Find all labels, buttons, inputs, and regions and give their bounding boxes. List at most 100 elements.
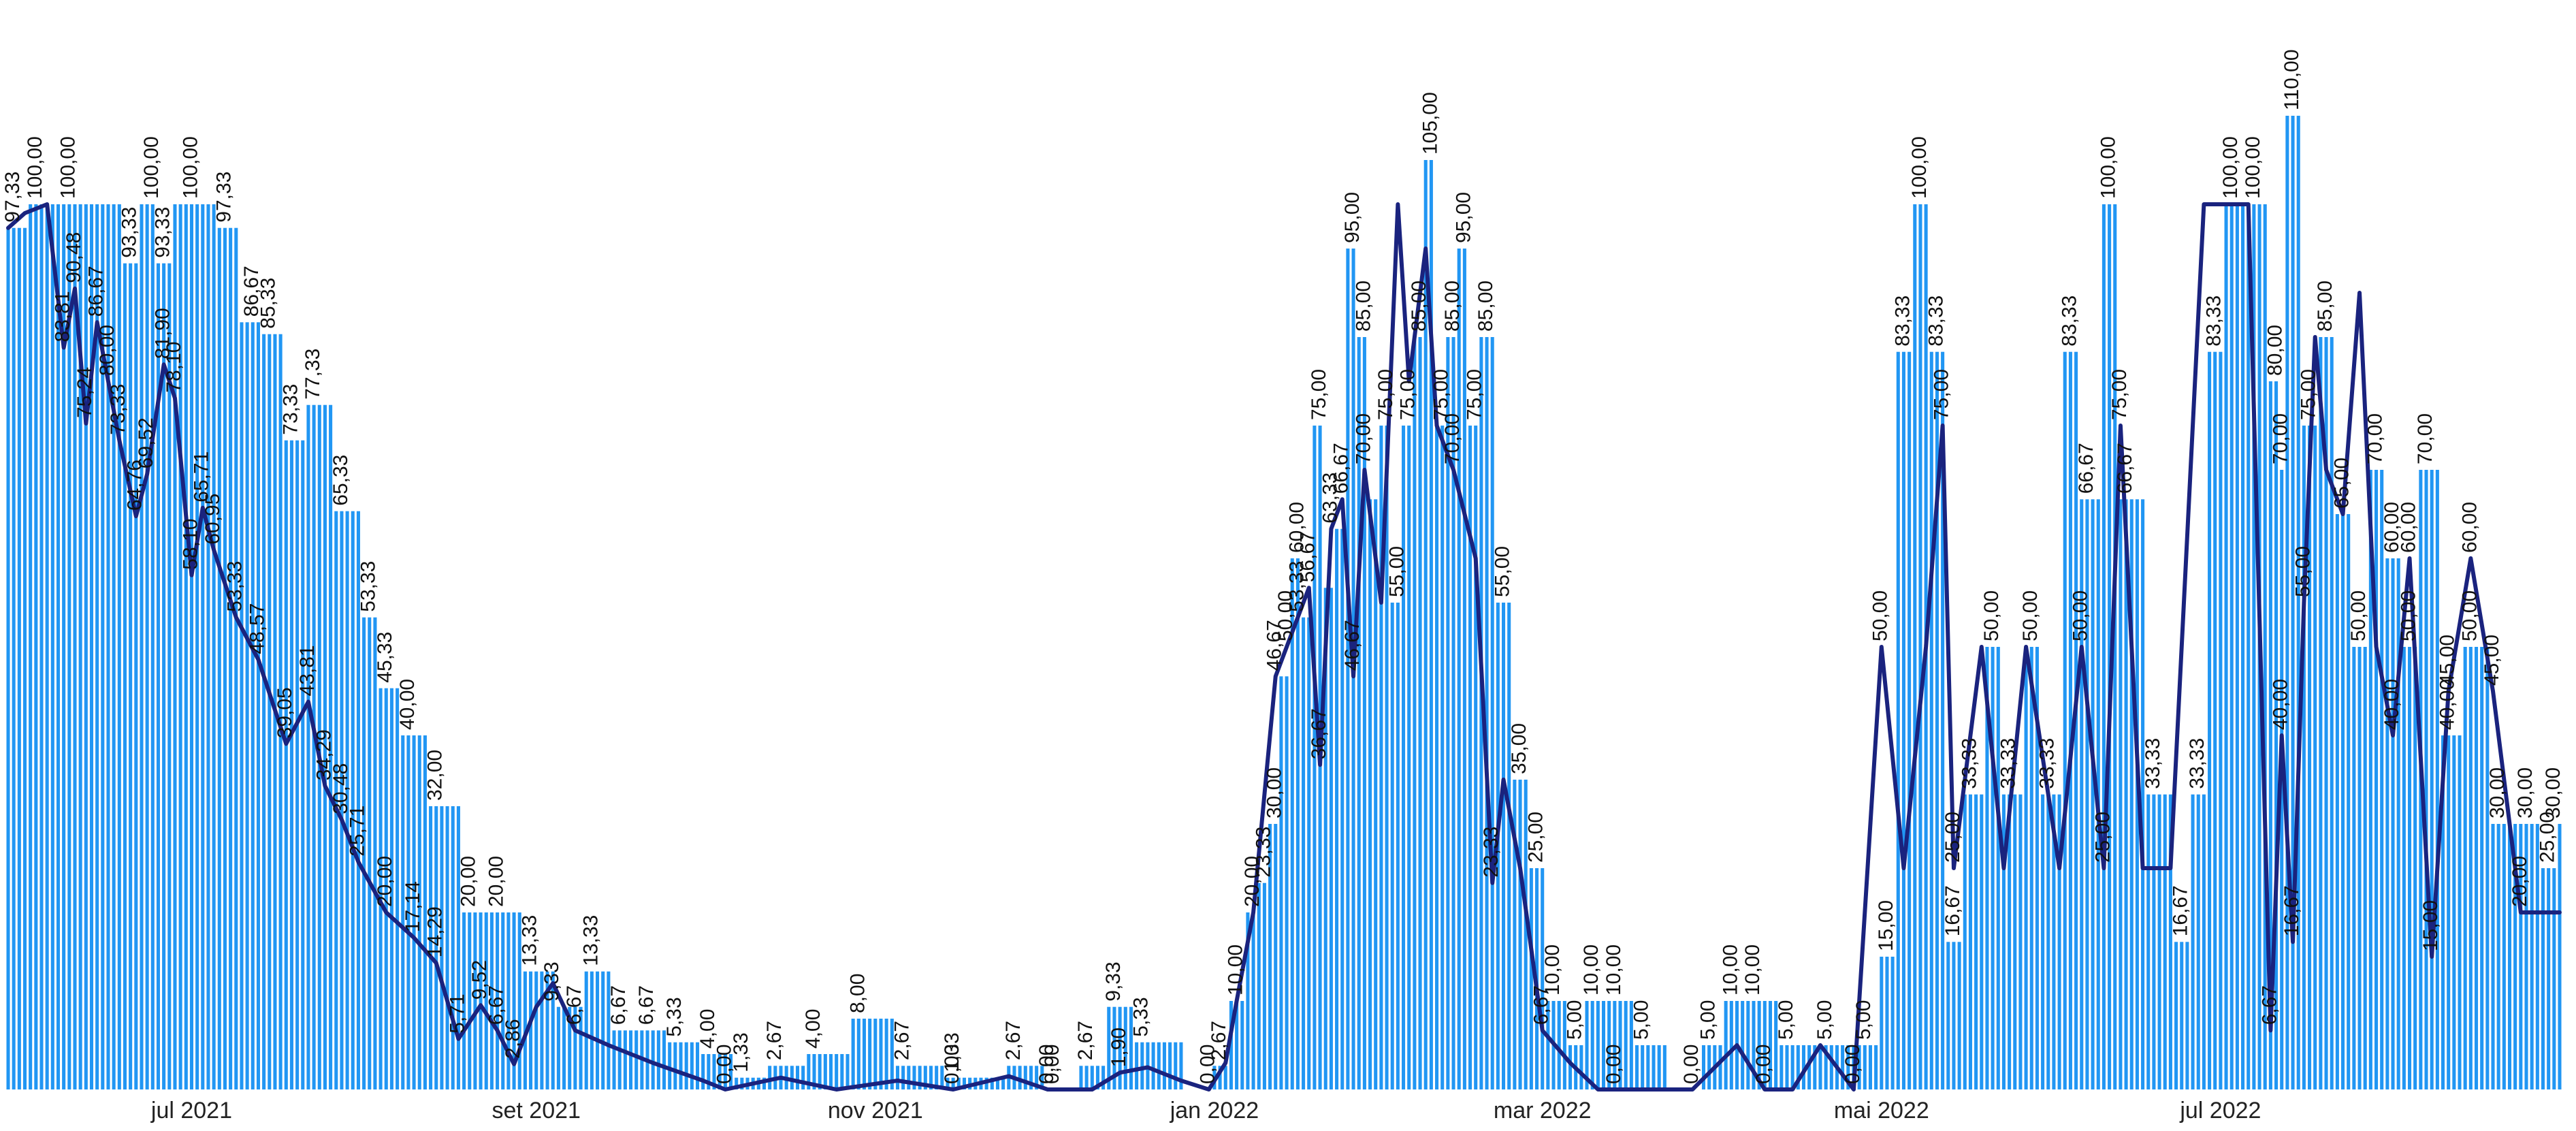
bar [1846,1045,1850,1089]
data-label: 100,00 [2242,136,2264,199]
x-tick-label: set 2021 [492,1098,581,1124]
bar [1123,1006,1127,1089]
data-label: 32,00 [424,750,447,801]
bar [1429,160,1433,1089]
bar [2046,794,2050,1089]
data-label: 43,81 [296,645,319,696]
bar [1313,426,1317,1089]
data-label: 73,33 [107,384,129,435]
bar [312,404,316,1089]
data-label: 2,86 [502,1019,524,1058]
bar [189,204,193,1089]
bar [473,912,477,1089]
bar [1035,1066,1039,1089]
bar [2035,647,2039,1089]
data-label: 100,00 [2219,136,2242,199]
bar [1468,426,1472,1089]
bar [873,1019,878,1089]
data-label: 4,00 [802,1009,824,1049]
bar [1980,794,1984,1089]
bar [1529,868,1533,1089]
data-label: 55,00 [1385,546,1408,597]
bar [818,1054,822,1089]
bar [2447,735,2451,1089]
bar [1790,1045,1794,1089]
bar [496,912,500,1089]
data-label: 83,81 [52,291,74,342]
bar [245,322,249,1089]
bar [501,912,505,1089]
bar [2008,794,2012,1089]
bar [856,1019,860,1089]
bar [1918,204,1922,1089]
bar [1946,942,1950,1089]
data-label: 66,67 [2075,443,2097,494]
data-label: 73,33 [279,384,302,435]
data-label: 50,00 [1869,590,1892,641]
bar [1279,676,1283,1089]
data-label: 14,29 [424,906,447,957]
bar [50,204,54,1089]
data-label: 100,00 [179,136,202,199]
bar [201,204,205,1089]
line-series-path [6,202,2562,1092]
bar [262,334,266,1090]
data-label: 20,00 [1241,856,1263,907]
bar [623,1030,627,1089]
bar [634,1030,639,1089]
data-label: 100,00 [2097,136,2120,199]
bar [1974,794,1978,1089]
bar [2001,794,2006,1089]
bar [1174,1042,1178,1089]
bar [2402,647,2406,1089]
data-label: 35,00 [1508,723,1530,774]
data-label: 15,00 [1875,900,1897,951]
bar [828,1054,833,1089]
bar [2129,499,2134,1089]
bar [2041,794,2045,1089]
data-label: 45,00 [2436,635,2459,686]
bar [2235,204,2239,1089]
data-label: 10,00 [1603,944,1625,995]
bar [1474,426,1478,1089]
data-label: 83,33 [2058,296,2080,347]
bar [1857,1045,1861,1089]
bar [234,227,238,1090]
bar [301,440,305,1089]
bar [1095,1066,1099,1089]
bar [2252,204,2256,1089]
bar [534,971,538,1089]
bar [696,1042,700,1089]
data-label: 86,67 [240,266,263,317]
data-label: 40,00 [2270,679,2292,730]
bar [707,1054,711,1089]
bar [1635,1045,1639,1089]
bar [284,440,288,1089]
data-label: 83,33 [1891,296,1914,347]
bar [67,204,71,1089]
bar [1084,1066,1089,1089]
data-label: 30,00 [2486,767,2509,818]
data-label: 40,00 [396,679,419,730]
bar [995,1077,999,1089]
data-label: 0,00 [1035,1045,1058,1084]
data-label: 50,00 [2347,590,2370,641]
bar [2119,499,2123,1089]
bar [2213,351,2217,1090]
bar [890,1019,894,1089]
bar [946,1077,950,1089]
bar [1752,1001,1756,1089]
bar [156,263,160,1090]
data-label: 9,33 [541,961,563,1001]
x-tick-label: jul 2022 [2179,1098,2261,1124]
data-label: 77,33 [302,349,324,400]
bar [712,1054,716,1089]
bar [345,511,349,1089]
bar [584,971,588,1089]
bar [2458,735,2462,1089]
bar [2380,470,2384,1089]
bar [1435,426,1439,1089]
